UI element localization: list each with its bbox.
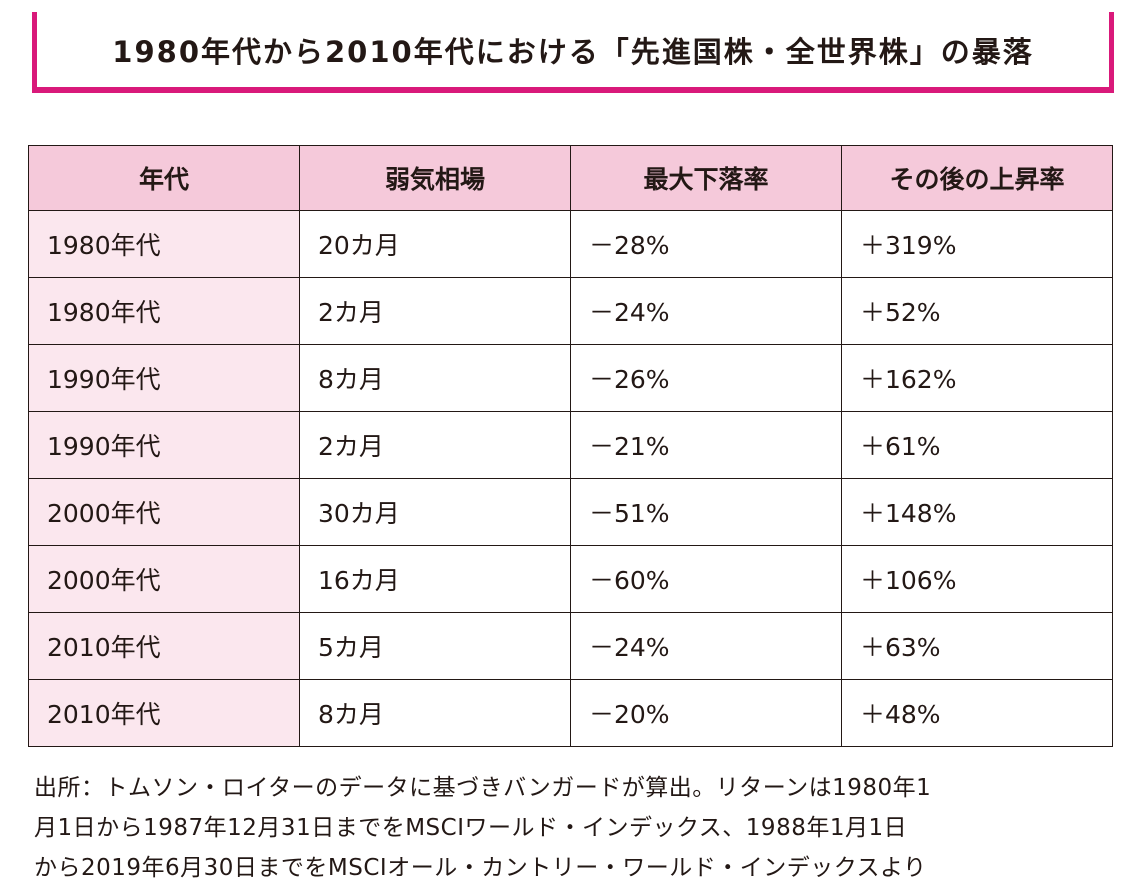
cell-subsequent-rise: ＋52% — [841, 277, 1113, 345]
cell-max-drop: －21% — [570, 411, 842, 479]
table-row: 2000年代 30カ月 －51% ＋148% — [28, 478, 1113, 546]
cell-decade: 1980年代 — [28, 210, 300, 278]
table-row: 1990年代 2カ月 －21% ＋61% — [28, 411, 1113, 479]
cell-subsequent-rise: ＋162% — [841, 344, 1113, 412]
source-line: 月1日から1987年12月31日までをMSCIワールド・インデックス、1988年… — [34, 815, 908, 841]
table-row: 1980年代 2カ月 －24% ＋52% — [28, 277, 1113, 345]
cell-bear-market: 2カ月 — [299, 277, 571, 345]
header-max-drop: 最大下落率 — [570, 145, 842, 211]
cell-decade: 1980年代 — [28, 277, 300, 345]
cell-max-drop: －20% — [570, 679, 842, 747]
table-row: 2010年代 5カ月 －24% ＋63% — [28, 612, 1113, 680]
cell-max-drop: －24% — [570, 277, 842, 345]
cell-bear-market: 16カ月 — [299, 545, 571, 613]
header-decade: 年代 — [28, 145, 300, 211]
title-box: 1980年代から2010年代における「先進国株・全世界株」の暴落 — [32, 12, 1114, 93]
cell-subsequent-rise: ＋61% — [841, 411, 1113, 479]
cell-subsequent-rise: ＋63% — [841, 612, 1113, 680]
table-row: 1980年代 20カ月 －28% ＋319% — [28, 210, 1113, 278]
cell-subsequent-rise: ＋148% — [841, 478, 1113, 546]
cell-decade: 2010年代 — [28, 612, 300, 680]
cell-bear-market: 8カ月 — [299, 344, 571, 412]
source-line: から2019年6月30日までをMSCIオール・カントリー・ワールド・インデックス… — [34, 855, 927, 881]
cell-bear-market: 30カ月 — [299, 478, 571, 546]
cell-max-drop: －24% — [570, 612, 842, 680]
cell-decade: 2010年代 — [28, 679, 300, 747]
cell-bear-market: 8カ月 — [299, 679, 571, 747]
cell-decade: 1990年代 — [28, 344, 300, 412]
page-title: 1980年代から2010年代における「先進国株・全世界株」の暴落 — [112, 34, 1034, 69]
cell-decade: 2000年代 — [28, 545, 300, 613]
header-bear-market: 弱気相場 — [299, 145, 571, 211]
table-row: 1990年代 8カ月 －26% ＋162% — [28, 344, 1113, 412]
table-header-row: 年代 弱気相場 最大下落率 その後の上昇率 — [28, 145, 1113, 211]
cell-max-drop: －26% — [570, 344, 842, 412]
cell-max-drop: －51% — [570, 478, 842, 546]
source-note: 出所：トムソン・ロイターのデータに基づきバンガードが算出。リターンは1980年1… — [34, 768, 1114, 888]
cell-bear-market: 20カ月 — [299, 210, 571, 278]
cell-subsequent-rise: ＋106% — [841, 545, 1113, 613]
source-line: 出所：トムソン・ロイターのデータに基づきバンガードが算出。リターンは1980年1 — [34, 775, 932, 801]
cell-subsequent-rise: ＋319% — [841, 210, 1113, 278]
table-row: 2000年代 16カ月 －60% ＋106% — [28, 545, 1113, 613]
cell-max-drop: －28% — [570, 210, 842, 278]
cell-decade: 1990年代 — [28, 411, 300, 479]
cell-subsequent-rise: ＋48% — [841, 679, 1113, 747]
crash-table: 年代 弱気相場 最大下落率 その後の上昇率 1980年代 20カ月 －28% ＋319… — [28, 145, 1113, 747]
cell-max-drop: －60% — [570, 545, 842, 613]
cell-decade: 2000年代 — [28, 478, 300, 546]
table-row: 2010年代 8カ月 －20% ＋48% — [28, 679, 1113, 747]
cell-bear-market: 2カ月 — [299, 411, 571, 479]
cell-bear-market: 5カ月 — [299, 612, 571, 680]
header-subsequent-rise: その後の上昇率 — [841, 145, 1113, 211]
